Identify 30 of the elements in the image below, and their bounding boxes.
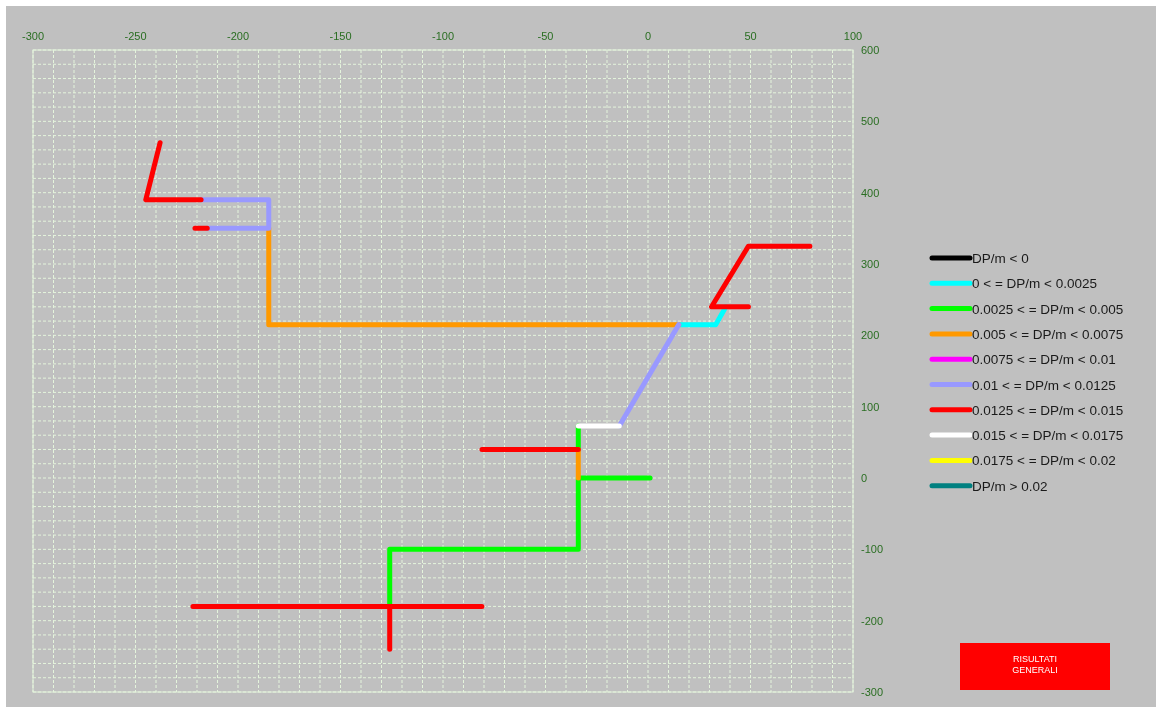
legend-label: 0.0175 < = DP/m < 0.02 [972,453,1116,469]
legend-label: DP/m > 0.02 [972,478,1048,494]
y-tick-label: 400 [861,186,880,199]
y-tick-label: 500 [861,115,880,128]
legend-label: 0.0025 < = DP/m < 0.005 [972,301,1124,317]
y-tick-label: -300 [861,686,884,698]
x-tick-label: 0 [644,30,652,42]
x-tick-label: -150 [329,30,352,42]
x-tick-label: -200 [226,30,250,42]
y-tick-label: -200 [861,614,884,627]
y-tick-label: 200 [861,329,880,342]
y-tick-label: 300 [861,258,880,270]
x-tick-label: 100 [843,30,863,42]
button: RISULTATI GENERALI [960,643,1110,690]
legend-label: 0.015 < = DP/m < 0.0175 [972,428,1124,444]
legend-label: 0.01 < = DP/m < 0.0125 [972,377,1116,393]
y-tick-label: 0 [861,472,868,484]
x-tick-label: -50 [537,30,554,42]
legend-label: 0.0125 < = DP/m < 0.015 [972,402,1124,418]
y-tick-label: 600 [861,44,880,56]
x-tick-label: -250 [124,30,147,42]
y-tick-label: 100 [861,400,880,413]
legend-label: 0.005 < = DP/m < 0.0075 [972,326,1124,342]
legend-label: 0 < = DP/m < 0.0025 [972,276,1097,292]
x-tick-label: -100 [431,30,455,42]
legend-label: DP/m < 0 [972,251,1029,266]
x-tick-label: 50 [744,30,757,42]
x-tick-label: -300 [21,30,45,42]
legend-label: 0.0075 < = DP/m < 0.01 [972,352,1116,368]
y-tick-label: -100 [861,543,884,556]
